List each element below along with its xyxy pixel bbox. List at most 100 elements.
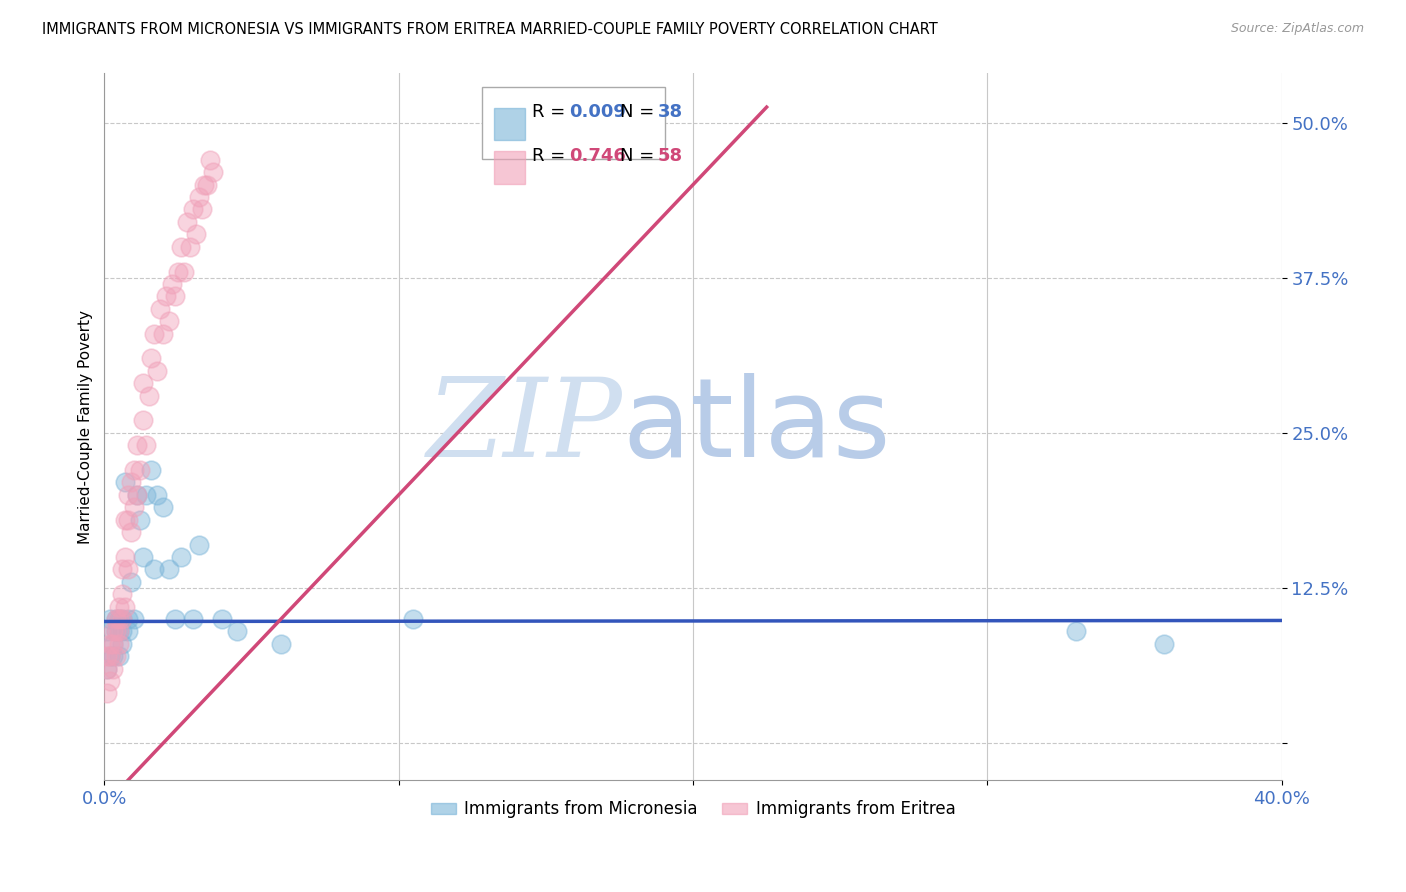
Point bbox=[170, 240, 193, 254]
Point bbox=[96, 662, 118, 676]
Point bbox=[197, 178, 219, 192]
Point bbox=[96, 686, 118, 700]
Point bbox=[117, 562, 139, 576]
Point bbox=[120, 525, 142, 540]
Point bbox=[131, 549, 153, 564]
Point bbox=[108, 599, 131, 614]
Point bbox=[103, 662, 125, 676]
Point bbox=[122, 612, 145, 626]
Point bbox=[187, 537, 209, 551]
Point bbox=[111, 624, 134, 639]
Point bbox=[105, 612, 128, 626]
Point bbox=[105, 649, 128, 664]
Point bbox=[114, 475, 136, 490]
Point bbox=[225, 624, 247, 639]
Point bbox=[138, 389, 160, 403]
Point bbox=[128, 463, 150, 477]
Point bbox=[96, 649, 118, 664]
Point bbox=[125, 488, 148, 502]
Point bbox=[157, 562, 180, 576]
Text: N =: N = bbox=[620, 103, 659, 121]
Point bbox=[135, 488, 157, 502]
Point bbox=[181, 202, 204, 217]
Point bbox=[117, 488, 139, 502]
Point bbox=[149, 301, 172, 316]
Y-axis label: Married-Couple Family Poverty: Married-Couple Family Poverty bbox=[79, 310, 93, 543]
Point bbox=[402, 612, 425, 626]
Point bbox=[163, 289, 186, 303]
Text: 0.009: 0.009 bbox=[569, 103, 626, 121]
Point bbox=[122, 500, 145, 515]
Point bbox=[170, 549, 193, 564]
Point bbox=[146, 364, 169, 378]
Point bbox=[98, 673, 121, 688]
Point bbox=[98, 649, 121, 664]
Text: 0.746: 0.746 bbox=[569, 147, 626, 165]
Point bbox=[96, 624, 118, 639]
Point bbox=[193, 178, 215, 192]
Point bbox=[111, 587, 134, 601]
Point bbox=[108, 637, 131, 651]
FancyBboxPatch shape bbox=[494, 152, 524, 184]
Point bbox=[111, 562, 134, 576]
Point bbox=[103, 624, 125, 639]
Point bbox=[131, 376, 153, 391]
Point bbox=[181, 612, 204, 626]
Point bbox=[152, 326, 174, 341]
Text: 58: 58 bbox=[658, 147, 683, 165]
Point bbox=[98, 612, 121, 626]
Point bbox=[117, 612, 139, 626]
Point bbox=[128, 513, 150, 527]
Point bbox=[117, 624, 139, 639]
Point bbox=[108, 624, 131, 639]
Point bbox=[200, 153, 222, 167]
Point bbox=[103, 637, 125, 651]
Point bbox=[111, 637, 134, 651]
Point bbox=[105, 612, 128, 626]
FancyBboxPatch shape bbox=[494, 108, 524, 140]
Point bbox=[114, 549, 136, 564]
Point bbox=[160, 277, 183, 291]
Point bbox=[141, 463, 163, 477]
Point bbox=[103, 637, 125, 651]
Point bbox=[98, 649, 121, 664]
Point bbox=[202, 165, 225, 179]
Point bbox=[108, 649, 131, 664]
Legend: Immigrants from Micronesia, Immigrants from Eritrea: Immigrants from Micronesia, Immigrants f… bbox=[425, 794, 962, 825]
Point bbox=[125, 488, 148, 502]
Point bbox=[135, 438, 157, 452]
Point bbox=[108, 612, 131, 626]
Point bbox=[114, 599, 136, 614]
Text: 38: 38 bbox=[658, 103, 683, 121]
Point bbox=[122, 463, 145, 477]
Point bbox=[1064, 624, 1087, 639]
Text: ZIP: ZIP bbox=[426, 373, 623, 481]
Point bbox=[105, 624, 128, 639]
Point bbox=[143, 562, 166, 576]
Point bbox=[105, 624, 128, 639]
Point bbox=[173, 264, 195, 278]
Text: R =: R = bbox=[531, 103, 571, 121]
Point bbox=[108, 612, 131, 626]
Point bbox=[157, 314, 180, 328]
Point bbox=[120, 574, 142, 589]
Point bbox=[211, 612, 233, 626]
Point bbox=[146, 488, 169, 502]
Text: IMMIGRANTS FROM MICRONESIA VS IMMIGRANTS FROM ERITREA MARRIED-COUPLE FAMILY POVE: IMMIGRANTS FROM MICRONESIA VS IMMIGRANTS… bbox=[42, 22, 938, 37]
Point bbox=[125, 438, 148, 452]
Point bbox=[108, 624, 131, 639]
Point bbox=[114, 513, 136, 527]
Point bbox=[152, 500, 174, 515]
Point bbox=[111, 612, 134, 626]
Point bbox=[96, 662, 118, 676]
Point bbox=[155, 289, 177, 303]
Point bbox=[179, 240, 201, 254]
Point bbox=[120, 475, 142, 490]
Point bbox=[167, 264, 190, 278]
Point bbox=[98, 637, 121, 651]
Point bbox=[187, 190, 209, 204]
Point bbox=[270, 637, 292, 651]
Text: Source: ZipAtlas.com: Source: ZipAtlas.com bbox=[1230, 22, 1364, 36]
Text: R =: R = bbox=[531, 147, 571, 165]
Point bbox=[117, 513, 139, 527]
